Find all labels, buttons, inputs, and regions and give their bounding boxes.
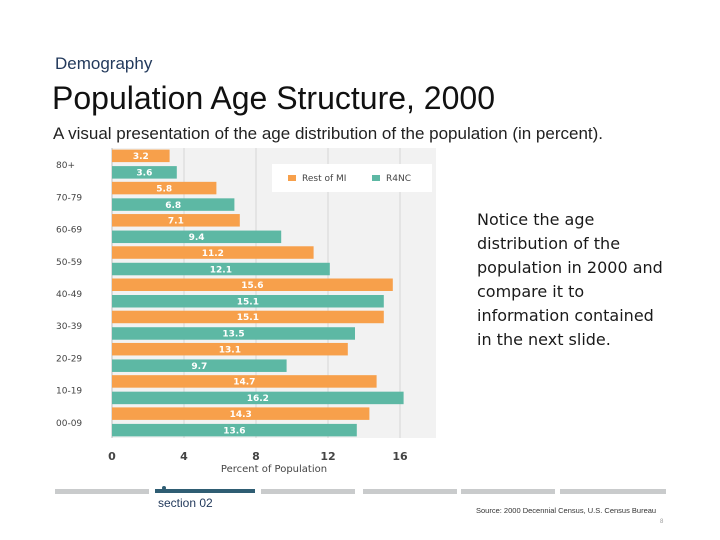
legend-label-rest-of-mi: Rest of MI: [302, 174, 346, 184]
legend-swatch-rest-of-mi: [288, 175, 296, 181]
bar-r4nc: [112, 391, 404, 405]
bar-rest-of-mi: [112, 310, 384, 324]
bar-value-label: 13.6: [223, 426, 245, 436]
page-number: 8: [660, 519, 664, 525]
note-text: Notice the age distribution of the popul…: [477, 210, 663, 349]
legend-swatch-r4nc: [372, 175, 380, 181]
source-citation: Source: 2000 Decennial Census, U.S. Cens…: [476, 506, 657, 515]
bar-value-label: 9.4: [189, 233, 205, 243]
bar-value-label: 13.5: [222, 330, 244, 340]
section-marker-dot: [162, 486, 166, 490]
category-label: 30-39: [56, 322, 82, 332]
footer-segment-3: [261, 489, 355, 494]
footer-segment-6: [560, 489, 666, 494]
legend-box: [272, 164, 432, 192]
bar-rest-of-mi: [112, 342, 348, 356]
bar-value-label: 5.8: [156, 184, 172, 194]
bar-value-label: 3.6: [136, 169, 152, 179]
bar-rest-of-mi: [112, 214, 240, 227]
bar-r4nc: [112, 423, 357, 437]
footer-progress-bar: [55, 489, 666, 495]
age-structure-chart: 0 4 8 12 16 80+ 3.2 3.6 70-79 5.8 6.8 60-69 7.1 9.4 50…: [56, 148, 436, 475]
plot-background: [112, 148, 436, 438]
category-label: 10-19: [56, 387, 82, 397]
slide-subtitle: A visual presentation of the age distrib…: [53, 124, 604, 143]
footer-segment-5: [461, 489, 555, 494]
bar-value-label: 16.2: [247, 394, 269, 404]
category-label: 20-29: [56, 354, 82, 364]
legend-label-r4nc: R4NC: [386, 174, 411, 184]
bar-rest-of-mi: [112, 375, 377, 388]
bar-value-label: 11.2: [202, 249, 224, 259]
bar-rest-of-mi: [112, 181, 217, 195]
bar-value-label: 6.8: [165, 201, 181, 211]
bar-rest-of-mi: [112, 246, 314, 259]
category-label: 60-69: [56, 226, 82, 236]
bar-rest-of-mi: [112, 278, 393, 291]
bar-r4nc: [112, 230, 282, 244]
bar-value-label: 15.1: [237, 313, 259, 323]
bar-rest-of-mi: [112, 149, 170, 163]
bar-rest-of-mi: [112, 407, 370, 420]
bar-r4nc: [112, 262, 330, 276]
category-label: 00-09: [56, 419, 82, 429]
bar-r4nc: [112, 327, 355, 340]
footer-segment-4: [363, 489, 457, 494]
bar-value-label: 14.3: [230, 410, 252, 420]
section-number: section 02: [158, 496, 213, 510]
bar-value-label: 7.1: [168, 217, 184, 227]
bar-r4nc: [112, 359, 287, 372]
x-tick-label: 8: [252, 450, 260, 463]
bar-value-label: 14.7: [233, 378, 255, 388]
bar-value-label: 15.6: [241, 281, 263, 291]
bar-value-label: 3.2: [133, 152, 149, 162]
category-label: 80+: [56, 161, 75, 171]
x-tick-label: 16: [392, 450, 408, 463]
category-label: 70-79: [56, 193, 82, 203]
bar-r4nc: [112, 166, 177, 179]
bar-value-label: 15.1: [237, 298, 259, 308]
footer-segment-1: [55, 489, 149, 494]
slide-title: Population Age Structure, 2000: [52, 80, 495, 116]
x-tick-label: 0: [108, 450, 116, 463]
bar-value-label: 13.1: [219, 345, 241, 355]
bar-r4nc: [112, 295, 384, 308]
footer-segment-2-active: [155, 489, 255, 493]
bar-value-label: 9.7: [191, 362, 207, 372]
section-label: Demography: [55, 54, 153, 73]
bar-r4nc: [112, 198, 235, 211]
x-tick-label: 4: [180, 450, 188, 463]
category-label: 40-49: [56, 290, 82, 300]
category-label: 50-59: [56, 258, 82, 268]
x-axis-title: Percent of Population: [221, 464, 327, 475]
bar-value-label: 12.1: [210, 265, 232, 275]
x-tick-label: 12: [320, 450, 335, 463]
